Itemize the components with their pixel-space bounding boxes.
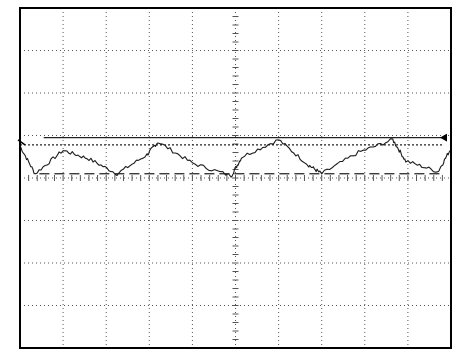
trace-layer	[19, 138, 452, 178]
reference-lines	[20, 136, 443, 175]
plot-frame	[19, 7, 452, 349]
graticule	[19, 7, 452, 349]
signal-trace	[19, 138, 452, 178]
trigger-level-arrow-icon	[440, 133, 447, 142]
